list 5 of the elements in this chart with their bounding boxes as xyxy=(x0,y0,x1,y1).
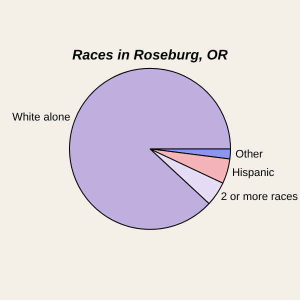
slice-label: Other xyxy=(235,148,264,160)
slice-label: 2 or more races xyxy=(220,190,298,203)
slice-label: Hispanic xyxy=(232,166,275,179)
slice-label: White alone xyxy=(12,112,70,124)
chart-title: Races in Roseburg, OR xyxy=(72,46,229,62)
